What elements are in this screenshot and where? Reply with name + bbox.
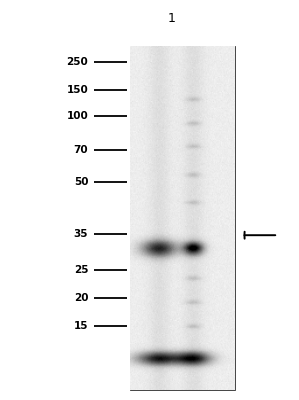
- Text: 20: 20: [74, 293, 88, 303]
- Bar: [130, 46, 235, 390]
- Text: 50: 50: [74, 177, 88, 187]
- Text: 15: 15: [74, 321, 88, 331]
- Text: 70: 70: [74, 145, 88, 155]
- Text: 35: 35: [74, 229, 88, 239]
- Text: 100: 100: [66, 111, 88, 121]
- Text: 150: 150: [66, 85, 88, 95]
- Text: 1: 1: [168, 12, 176, 24]
- Text: 25: 25: [74, 265, 88, 275]
- Text: 250: 250: [66, 57, 88, 67]
